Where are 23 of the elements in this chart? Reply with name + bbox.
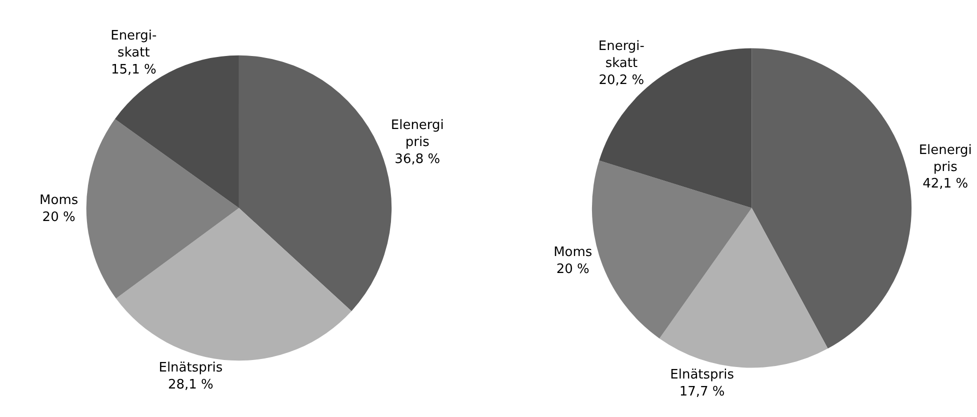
data-label: 20 %: [42, 210, 76, 225]
pie-slice: [592, 160, 752, 338]
slice-label: Energi- skatt: [598, 39, 645, 71]
slice-label: Elenergi pris: [918, 142, 972, 175]
pie-slice: [116, 208, 352, 360]
data-label: 42,1 %: [922, 176, 968, 192]
data-label: 15,1 %: [110, 62, 156, 78]
slice-label: Energi- skatt: [110, 28, 158, 60]
data-label: 28,1 %: [168, 377, 214, 392]
data-label: 17,7 %: [679, 384, 725, 400]
pie-slice: [238, 55, 392, 312]
slice-label: Elnätspris: [158, 360, 223, 376]
data-label: 20 %: [556, 262, 590, 277]
pie-slice: [659, 208, 828, 368]
slice-label: Elenergi pris: [390, 118, 444, 150]
slice-label: Moms: [40, 193, 78, 208]
pie-slice: [752, 48, 912, 349]
pie-slice: [86, 119, 239, 298]
pie-slice: [114, 55, 239, 208]
data-label: 36,8 %: [394, 152, 440, 167]
data-label: 20,2 %: [598, 72, 644, 88]
slice-label: Elnätspris: [670, 367, 734, 382]
slice-label: Moms: [554, 244, 592, 260]
